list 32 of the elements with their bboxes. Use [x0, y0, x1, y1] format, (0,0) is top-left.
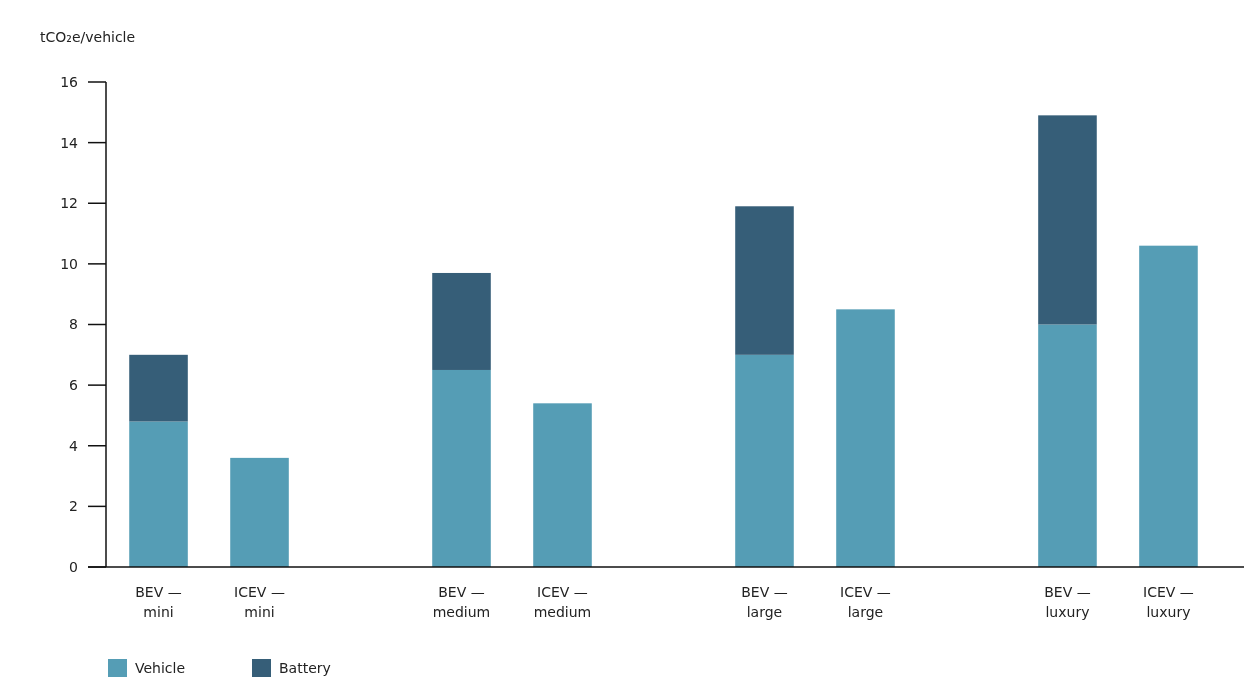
- legend-label: Vehicle: [135, 659, 186, 676]
- y-tick-label: 6: [69, 377, 79, 394]
- bar: [129, 421, 188, 567]
- x-tick-label: ICEV — large: [840, 584, 891, 620]
- y-tick-label: 10: [60, 255, 78, 272]
- bar: [533, 403, 592, 567]
- y-tick-label: 2: [69, 498, 78, 515]
- y-axis-title: tCO₂e/vehicle: [40, 29, 136, 45]
- bar: [129, 354, 188, 422]
- bar: [735, 206, 794, 355]
- bar: [836, 309, 895, 567]
- legend-label: Battery: [279, 659, 331, 676]
- x-tick-label: BEV — large: [741, 584, 788, 620]
- bar: [230, 457, 289, 567]
- y-tick-label: 8: [69, 316, 78, 333]
- y-tick-label: 12: [60, 195, 78, 212]
- bar: [432, 272, 491, 370]
- y-tick-label: 0: [69, 558, 78, 575]
- x-tick-label: BEV — mini: [135, 584, 182, 620]
- bar: [432, 369, 491, 567]
- bar: [1139, 245, 1198, 567]
- y-tick-label: 4: [69, 437, 79, 454]
- bar: [735, 354, 794, 567]
- y-tick-label: 14: [60, 134, 79, 151]
- x-tick-label: ICEV — luxury: [1143, 584, 1194, 620]
- x-tick-label: BEV — medium: [432, 584, 491, 620]
- x-tick-label: BEV — luxury: [1044, 584, 1091, 620]
- bar: [1038, 324, 1097, 567]
- bar: [1038, 115, 1097, 325]
- y-tick-label: 16: [60, 73, 79, 90]
- x-tick-label: ICEV — mini: [234, 584, 285, 620]
- x-tick-label: ICEV — medium: [533, 584, 592, 620]
